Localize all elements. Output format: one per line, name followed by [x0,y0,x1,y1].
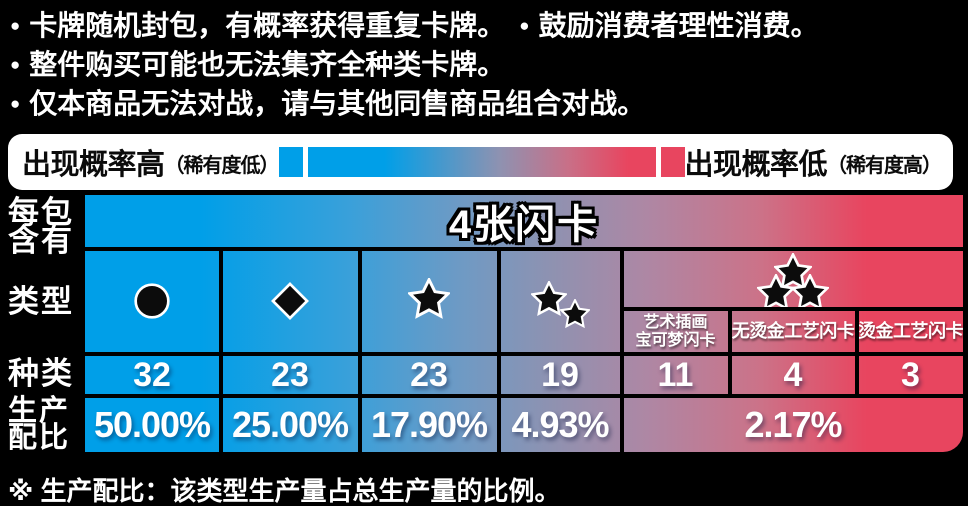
legend-left-sub: （稀有度低） [164,155,280,177]
varieties-cell: 3 [901,355,920,394]
low-probability-swatch [660,147,685,177]
notice-text-1a: 卡牌随机封包，有概率获得重复卡牌。 [29,10,506,41]
bullet-icon: ● [10,94,21,113]
divider [85,394,963,398]
ratio-cell: 4.93% [511,404,609,445]
legend-right-main: 出现概率低 [684,149,828,181]
notice-text-3: 仅本商品无法对战，请与其他同售商品组合对战。 [29,88,646,119]
divider [620,247,624,452]
notice-list: ● 卡牌随机封包，有概率获得重复卡牌。 ● 鼓励消费者理性消费。 ● 整件购买可能也无法… [10,6,819,123]
high-probability-swatch [278,147,303,177]
subtype-no-foil-label: 无烫金工艺闪卡 [731,321,855,342]
divider [85,247,963,251]
star-icon [408,278,450,319]
divider [497,247,501,452]
ratio-cell: 25.00% [231,404,349,445]
subtype-art-label: 艺术插画 宝可梦闪卡 [623,311,728,352]
star-icon [560,299,590,329]
probability-legend: 出现概率高（稀有度低） 出现概率低（稀有度高） [8,134,953,190]
circle-icon [134,283,170,319]
legend-left-main: 出现概率高 [22,149,165,181]
divider [358,247,362,452]
star-icon [791,274,829,311]
notice-text-2: 整件购买可能也无法集齐全种类卡牌。 [29,49,506,80]
row-header-varieties: 种类 [8,356,74,391]
notice-line-2: ● 整件购买可能也无法集齐全种类卡牌。 [10,45,819,84]
varieties-cell: 11 [657,355,694,394]
row-header-per-pack-line2: 含有 [8,223,74,258]
row-header-type: 类型 [8,284,74,319]
subtype-art-line1: 艺术插画 [643,313,708,331]
notice-line-3: ● 仅本商品无法对战，请与其他同售商品组合对战。 [10,84,819,123]
ratio-cell: 17.90% [370,404,488,445]
ratio-cell: 50.00% [93,404,211,445]
subtype-art-line2: 宝可梦闪卡 [635,331,716,349]
legend-left-label: 出现概率高（稀有度低） [22,141,280,183]
probability-gradient-bar [278,147,685,177]
gradient-strip [307,147,656,177]
divider [85,352,963,356]
row-header-per-pack: 每包 含有 [8,197,74,258]
row-header-ratio-line1: 生产 [8,395,71,427]
star-icon [531,281,567,316]
ratio-cell: 2.17% [744,404,842,445]
varieties-cell: 4 [783,355,803,394]
varieties-cell: 23 [410,355,448,394]
row-header-per-pack-line1: 每包 [8,195,74,230]
divider [728,307,732,398]
star-icon [774,253,812,290]
row-header-ratio-line2: 配比 [8,422,71,454]
notice-text-1b: 鼓励消费者理性消费。 [538,10,819,41]
divider [855,307,859,398]
legend-right-label: 出现概率低（稀有度高） [684,141,943,183]
row-header-ratio: 生产 配比 [8,395,71,454]
diamond-icon [271,282,309,320]
rarity-table: 4张闪卡 艺术插画 宝可梦闪卡 无烫金工艺闪卡 烫金工艺闪卡 32 23 23 1… [85,195,964,452]
varieties-cell: 23 [271,355,309,394]
varieties-cell: 19 [541,355,579,394]
divider [219,247,223,452]
divider [620,307,963,311]
bullet-icon: ● [10,55,21,74]
varieties-cell: 32 [133,355,171,394]
subtype-foil-label: 烫金工艺闪卡 [858,321,964,342]
legend-right-sub: （稀有度高） [827,155,942,177]
notice-line-1: ● 卡牌随机封包，有概率获得重复卡牌。 ● 鼓励消费者理性消费。 [10,6,819,45]
footnote: ※ 生产配比：该类型生产量占总生产量的比例。 [8,476,561,506]
star-icon [757,274,795,311]
per-pack-value-cell: 4张闪卡 [448,203,600,247]
bullet-icon: ● [10,16,21,35]
bullet-icon: ● [519,16,530,35]
